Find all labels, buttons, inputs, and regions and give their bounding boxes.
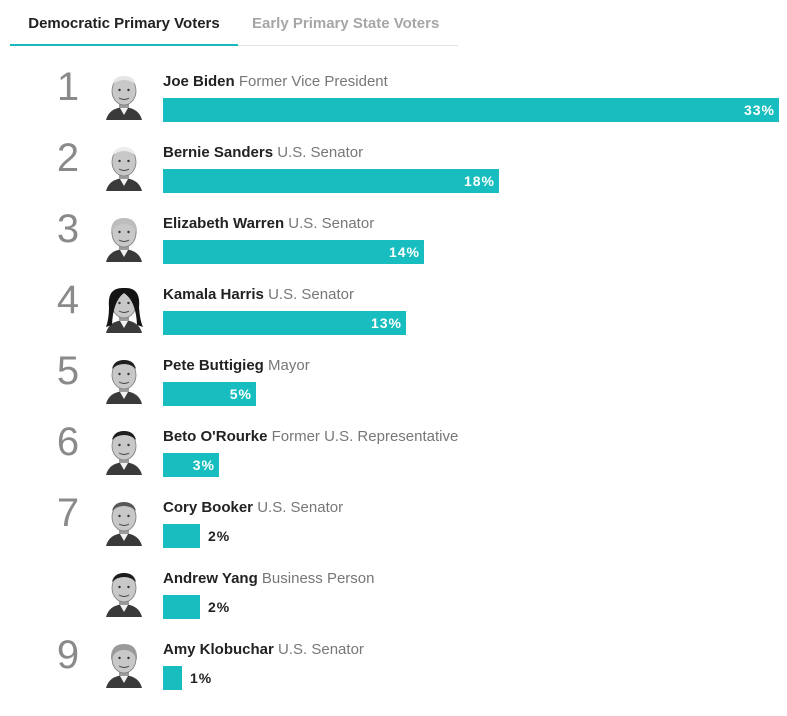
candidate-name: Pete Buttigieg <box>163 357 264 374</box>
candidate-heading: Beto O'Rourke Former U.S. Representative <box>163 427 458 447</box>
candidate-photo <box>106 287 143 333</box>
candidate-title: Former Vice President <box>234 73 388 90</box>
bar <box>163 382 256 406</box>
candidate-photo <box>106 502 142 546</box>
candidate-title: U.S. Senator <box>284 215 375 232</box>
candidate-name: Bernie Sanders <box>163 144 274 161</box>
candidate-heading: Bernie Sanders U.S. Senator <box>163 143 363 163</box>
bar <box>163 169 499 193</box>
candidate-photo <box>106 431 142 475</box>
bar <box>163 240 424 264</box>
candidate-photo <box>106 147 142 191</box>
candidate-name: Andrew Yang <box>163 570 258 587</box>
candidate-title: U.S. Senator <box>273 144 364 161</box>
bar <box>163 524 200 548</box>
bar-value-label: 3% <box>192 457 215 473</box>
candidate-name: Cory Booker <box>163 499 254 516</box>
candidate-list: 1 Joe Biden Former Vice President 33% 2 Bern… <box>0 60 787 699</box>
rank-number: 1 <box>56 65 80 109</box>
candidate-name: Amy Klobuchar <box>163 641 274 658</box>
bar <box>163 595 200 619</box>
candidate-photo <box>106 218 142 262</box>
candidate-name: Beto O'Rourke <box>163 428 268 445</box>
tab-bar: Democratic Primary Voters Early Primary … <box>10 0 458 46</box>
rank-number: 2 <box>56 136 80 180</box>
candidate-title: U.S. Senator <box>253 499 344 516</box>
rank-number: 3 <box>56 207 80 251</box>
candidate-heading: Cory Booker U.S. Senator <box>163 498 343 518</box>
candidate-title: U.S. Senator <box>273 641 364 658</box>
rank-number: 4 <box>56 278 80 322</box>
bar-value-label: 18% <box>463 173 495 189</box>
rank-number: 6 <box>56 420 80 464</box>
candidate-heading: Amy Klobuchar U.S. Senator <box>163 640 364 660</box>
candidate-title: Business Person <box>257 570 375 587</box>
candidate-photo <box>106 76 142 120</box>
rank-number: 7 <box>56 491 80 535</box>
candidate-heading: Andrew Yang Business Person <box>163 569 374 589</box>
candidate-title: U.S. Senator <box>263 286 354 303</box>
candidate-title: Former U.S. Representative <box>267 428 459 445</box>
bar <box>163 453 219 477</box>
bar-value-label: 1% <box>190 670 213 686</box>
candidate-photo <box>106 573 142 617</box>
bar <box>163 666 182 690</box>
candidate-photo <box>106 360 142 404</box>
rank-number: 5 <box>56 349 80 393</box>
list-item: 2 Bernie Sanders U.S. Senator 18% <box>0 131 787 202</box>
bar-value-label: 2% <box>208 599 231 615</box>
bar-value-label: 13% <box>370 315 402 331</box>
list-item: 6 Beto O'Rourke Former U.S. Representativ… <box>0 415 787 486</box>
list-item: 1 Joe Biden Former Vice President 33% <box>0 60 787 131</box>
bar-value-label: 33% <box>743 102 775 118</box>
tab-democratic-primary-voters[interactable]: Democratic Primary Voters <box>10 0 238 46</box>
candidate-name: Elizabeth Warren <box>163 215 285 232</box>
candidate-heading: Joe Biden Former Vice President <box>163 72 388 92</box>
candidate-heading: Elizabeth Warren U.S. Senator <box>163 214 374 234</box>
bar <box>163 98 779 122</box>
bar-value-label: 2% <box>208 528 231 544</box>
tab-early-primary-state-voters[interactable]: Early Primary State Voters <box>252 15 440 32</box>
list-item: 5 Pete Buttigieg Mayor 5% <box>0 344 787 415</box>
bar-value-label: 5% <box>229 386 252 402</box>
list-item: 3 Elizabeth Warren U.S. Senator 14% <box>0 202 787 273</box>
bar <box>163 311 406 335</box>
candidate-name: Joe Biden <box>163 73 235 90</box>
list-item: 7 Cory Booker U.S. Senator 2% <box>0 486 787 557</box>
bar-value-label: 14% <box>388 244 420 260</box>
list-item: 9 Amy Klobuchar U.S. Senator 1% <box>0 628 787 699</box>
candidate-title: Mayor <box>263 357 310 374</box>
candidate-name: Kamala Harris <box>163 286 264 303</box>
candidate-photo <box>106 644 142 688</box>
candidate-heading: Pete Buttigieg Mayor <box>163 356 310 376</box>
candidate-heading: Kamala Harris U.S. Senator <box>163 285 354 305</box>
rank-number: 9 <box>56 633 80 677</box>
list-item: 4 Kamala Harris U.S. Senator 13% <box>0 273 787 344</box>
list-item: Andrew Yang Business Person 2% <box>0 557 787 628</box>
